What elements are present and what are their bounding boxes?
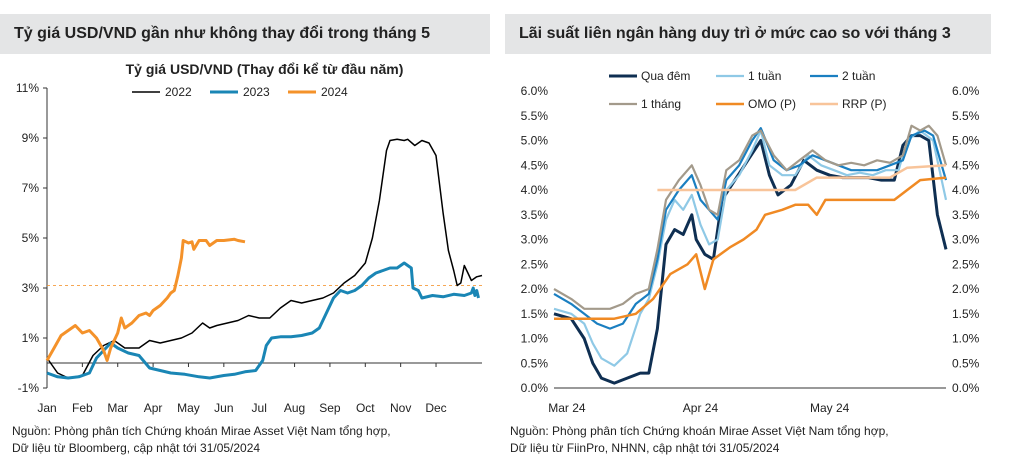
y-tick-label-right: 2.0% — [952, 282, 980, 296]
interbank-rate-source-line1: Nguồn: Phòng phân tích Chứng khoán Mirae… — [510, 424, 889, 438]
series-line-RRP (P) — [657, 164, 947, 192]
y-tick-label-right: 3.5% — [952, 208, 980, 222]
chart-legend: 2022 2023 2024 — [132, 85, 348, 99]
x-tick-label: Feb — [72, 401, 93, 415]
y-tick-label-left: 6.0% — [521, 84, 549, 98]
y-tick-label: 9% — [22, 131, 40, 145]
legend-label-2 tuần: 2 tuần — [842, 69, 875, 83]
interbank-rate-source-line2: Dữ liệu từ FiinPro, NHNN, cập nhật tới 3… — [510, 441, 780, 455]
y-tick-label-right: 1.5% — [952, 307, 980, 321]
y-tick-label-left: 2.5% — [521, 257, 549, 271]
y-tick-label: 3% — [22, 281, 40, 295]
y-tick-label: 5% — [22, 231, 40, 245]
y-tick-label-right: 2.5% — [952, 257, 980, 271]
exchange-rate-source: Nguồn: Phòng phân tích Chứng khoán Mirae… — [12, 423, 391, 457]
series-line-Qua đêm — [553, 134, 948, 385]
interbank-rate-header: Lãi suất liên ngân hàng duy trì ở mức ca… — [505, 14, 991, 54]
y-tick-label-left: 5.0% — [521, 134, 549, 148]
y-tick-label-right: 4.5% — [952, 158, 980, 172]
series-line-1 tháng — [553, 124, 948, 310]
y-tick-label-left: 1.0% — [521, 332, 549, 346]
legend-label-2023: 2023 — [243, 85, 270, 99]
legend-label-Qua đêm: Qua đêm — [641, 69, 690, 83]
y-tick-label: 11% — [16, 81, 39, 95]
x-tick-label: Mar 24 — [548, 401, 586, 415]
interbank-rate-panel: Lãi suất liên ngân hàng duy trì ở mức ca… — [505, 0, 1009, 466]
y-tick-label-right: 5.5% — [952, 109, 980, 123]
series-line-OMO (P) — [554, 176, 947, 320]
x-tick-label: May — [177, 401, 200, 415]
x-tick-label: Apr 24 — [683, 401, 719, 415]
y-tick-label-left: 3.0% — [521, 233, 549, 247]
y-tick-label-left: 4.0% — [521, 183, 549, 197]
exchange-rate-chart: Tỷ giá USD/VND (Thay đổi kể từ đầu năm) 2… — [16, 61, 483, 415]
series-line-1 tuần — [553, 129, 948, 367]
exchange-rate-source-line1: Nguồn: Phòng phân tích Chứng khoán Mirae… — [12, 424, 391, 438]
y-tick-label-right: 4.0% — [952, 183, 980, 197]
interbank-rate-chart: Qua đêm 1 tuần 2 tuần 1 tháng OMO (P) RRP (P)… — [521, 69, 980, 415]
series-line-2 tuần — [553, 127, 948, 330]
legend-label-RRP (P): RRP (P) — [842, 97, 886, 111]
y-tick-label-right: 0.5% — [952, 356, 980, 370]
y-tick-label-right: 3.0% — [952, 233, 980, 247]
y-tick-label-right: 1.0% — [952, 332, 980, 346]
y-tick-label-right: 0.0% — [952, 381, 980, 395]
legend-label-2024: 2024 — [321, 85, 348, 99]
x-tick-label: Oct — [356, 401, 375, 415]
chart-title: Tỷ giá USD/VND (Thay đổi kể từ đầu năm) — [126, 61, 404, 77]
exchange-rate-panel: Tỷ giá USD/VND gần như không thay đổi tr… — [0, 0, 492, 466]
x-tick-label: Aug — [284, 401, 305, 415]
legend-label-1 tuần: 1 tuần — [748, 69, 781, 83]
x-tick-label: Mar — [107, 401, 128, 415]
y-tick-label: 7% — [22, 181, 40, 195]
y-tick-label: -1% — [18, 381, 40, 395]
y-tick-label-left: 4.5% — [521, 158, 549, 172]
x-tick-label: Apr — [144, 401, 163, 415]
x-tick-label: Jun — [214, 401, 233, 415]
x-tick-label: Dec — [425, 401, 446, 415]
y-tick-label-left: 0.0% — [521, 381, 549, 395]
chart-legend: Qua đêm 1 tuần 2 tuần 1 tháng OMO (P) RRP (P) — [609, 69, 886, 111]
x-tick-label: Sep — [319, 401, 341, 415]
x-tick-label: Jul — [252, 401, 267, 415]
y-tick-label-right: 5.0% — [952, 134, 980, 148]
series-line-2023 — [46, 261, 480, 380]
y-tick-label: 1% — [22, 331, 40, 345]
y-tick-label-left: 1.5% — [521, 307, 549, 321]
y-tick-label-left: 3.5% — [521, 208, 549, 222]
exchange-rate-header: Tỷ giá USD/VND gần như không thay đổi tr… — [0, 14, 490, 54]
legend-label-1 tháng: 1 tháng — [641, 97, 681, 111]
y-tick-label-left: 2.0% — [521, 282, 549, 296]
x-tick-label: Jan — [37, 401, 56, 415]
y-tick-label-left: 5.5% — [521, 109, 549, 123]
series-line-2024 — [45, 237, 246, 362]
y-tick-label-left: 0.5% — [521, 356, 549, 370]
x-tick-label: May 24 — [810, 401, 850, 415]
interbank-rate-source: Nguồn: Phòng phân tích Chứng khoán Mirae… — [510, 423, 889, 457]
legend-label-OMO (P): OMO (P) — [748, 97, 796, 111]
y-tick-label-right: 6.0% — [952, 84, 980, 98]
series-line-2022 — [46, 138, 483, 379]
legend-label-2022: 2022 — [165, 85, 192, 99]
x-tick-label: Nov — [390, 401, 411, 415]
exchange-rate-source-line2: Dữ liệu từ Bloomberg, cập nhật tới 31/05… — [12, 441, 261, 455]
